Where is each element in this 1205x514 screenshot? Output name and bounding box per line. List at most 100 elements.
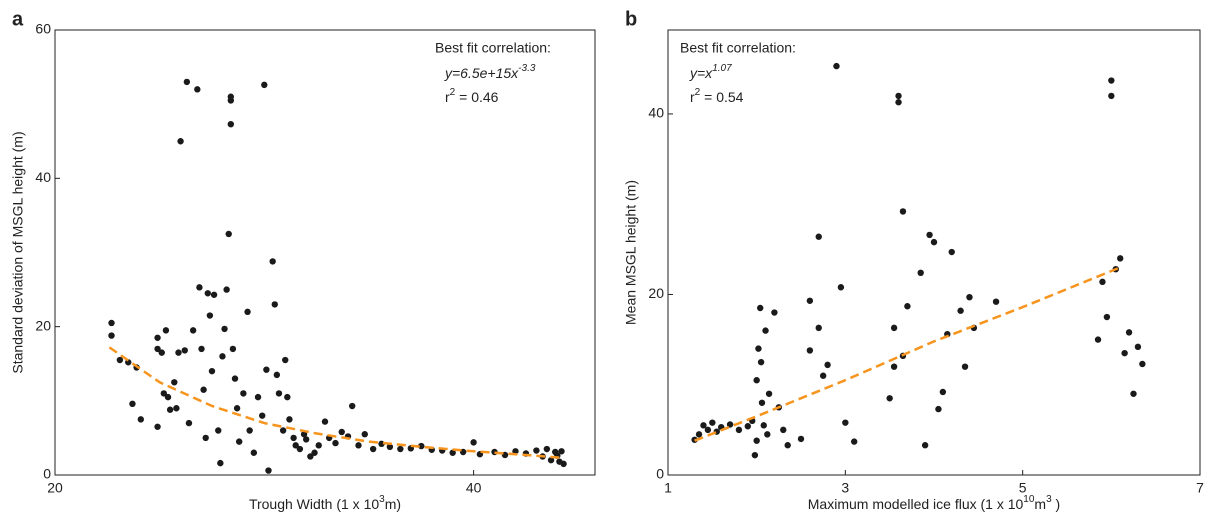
annotation-equation-part: 1.07 bbox=[712, 63, 732, 74]
data-point bbox=[543, 445, 551, 453]
data-point bbox=[233, 405, 241, 412]
data-point bbox=[895, 99, 902, 106]
data-point bbox=[824, 361, 831, 369]
data-point bbox=[208, 367, 216, 375]
fit-line bbox=[108, 346, 564, 460]
data-point bbox=[154, 334, 161, 341]
data-point bbox=[302, 436, 310, 443]
data-point bbox=[160, 390, 168, 397]
data-point bbox=[177, 138, 184, 145]
data-point bbox=[764, 431, 771, 438]
annotation-r2-part: r bbox=[445, 89, 450, 105]
x-axis-label-part: ) bbox=[1052, 496, 1061, 512]
data-point bbox=[961, 363, 969, 370]
data-point bbox=[833, 62, 840, 70]
y-tick-label: 0 bbox=[656, 466, 664, 482]
data-point bbox=[235, 438, 243, 445]
data-point bbox=[300, 431, 308, 438]
data-point bbox=[904, 303, 911, 310]
data-point bbox=[338, 428, 345, 436]
y-tick-label: 40 bbox=[35, 169, 51, 185]
data-point bbox=[948, 248, 955, 256]
data-point bbox=[386, 443, 394, 451]
axes-box bbox=[667, 29, 1201, 476]
x-axis-label-part: Maximum modelled ice flux (1 x 10 bbox=[808, 496, 1024, 512]
x-axis-label: Trough Width (1 x 103m) bbox=[249, 494, 401, 512]
y-tick-label: 20 bbox=[648, 285, 664, 301]
data-point bbox=[227, 120, 235, 128]
data-point bbox=[1139, 360, 1146, 368]
data-point bbox=[185, 419, 193, 427]
annotation-r2: r2 = 0.54 bbox=[690, 87, 744, 105]
panel-letter: b bbox=[625, 8, 637, 30]
data-point bbox=[1094, 336, 1102, 343]
annotation-r2: r2 = 0.46 bbox=[445, 87, 499, 105]
data-point bbox=[361, 431, 368, 438]
data-point bbox=[753, 437, 760, 444]
data-point bbox=[758, 399, 766, 406]
data-point bbox=[886, 395, 893, 402]
data-point bbox=[1125, 329, 1133, 336]
data-point bbox=[244, 308, 251, 316]
annotation-equation-part: y=6.5e+15x bbox=[444, 65, 519, 81]
data-point bbox=[198, 345, 205, 353]
data-point bbox=[166, 406, 174, 413]
data-point bbox=[116, 356, 124, 364]
x-axis-label-part: Trough Width (1 x 10 bbox=[249, 496, 379, 512]
data-point bbox=[842, 419, 849, 426]
y-tick-label: 60 bbox=[35, 21, 51, 37]
data-point bbox=[921, 442, 929, 449]
annotation-r2-part: = 0.54 bbox=[700, 89, 743, 105]
data-point bbox=[819, 372, 827, 379]
data-point bbox=[815, 233, 822, 240]
data-point bbox=[780, 426, 787, 434]
data-point bbox=[321, 418, 329, 425]
data-point bbox=[890, 363, 898, 370]
data-point bbox=[966, 293, 973, 301]
data-point bbox=[227, 97, 235, 104]
y-tick-label: 40 bbox=[648, 105, 664, 121]
data-point bbox=[533, 447, 540, 454]
data-point bbox=[784, 442, 791, 449]
data-point bbox=[275, 390, 283, 397]
x-tick-label: 5 bbox=[1019, 480, 1027, 496]
data-point bbox=[315, 442, 322, 449]
data-point bbox=[760, 422, 767, 429]
data-point bbox=[890, 324, 898, 332]
data-point bbox=[762, 327, 769, 334]
data-point bbox=[189, 327, 197, 334]
data-point bbox=[194, 86, 201, 93]
annotation-r2-part: 2 bbox=[695, 87, 701, 98]
data-point bbox=[223, 286, 230, 293]
data-point bbox=[744, 423, 751, 430]
data-point bbox=[175, 349, 182, 356]
data-point bbox=[173, 405, 180, 412]
data-point bbox=[930, 238, 938, 246]
data-point bbox=[164, 393, 172, 401]
data-point bbox=[171, 379, 178, 386]
data-point bbox=[837, 284, 845, 291]
data-point bbox=[231, 375, 239, 382]
data-point bbox=[269, 258, 276, 265]
panel-letter: a bbox=[12, 8, 24, 30]
data-point bbox=[418, 442, 425, 450]
data-point bbox=[219, 353, 226, 360]
data-point bbox=[196, 284, 203, 291]
data-point bbox=[181, 347, 188, 354]
data-point bbox=[1108, 92, 1115, 100]
data-point bbox=[397, 445, 404, 453]
x-axis-label-part: m bbox=[1034, 496, 1046, 512]
data-point bbox=[286, 416, 293, 423]
x-axis-label-part: 3 bbox=[1046, 494, 1052, 505]
data-point bbox=[240, 390, 247, 397]
axes-box bbox=[54, 29, 596, 476]
data-point bbox=[296, 445, 304, 453]
data-point bbox=[215, 427, 222, 434]
data-point bbox=[757, 304, 764, 312]
data-point bbox=[512, 448, 519, 455]
data-point bbox=[162, 327, 170, 334]
data-point bbox=[753, 377, 760, 384]
data-point bbox=[1117, 255, 1124, 262]
y-tick-label: 20 bbox=[35, 317, 51, 333]
